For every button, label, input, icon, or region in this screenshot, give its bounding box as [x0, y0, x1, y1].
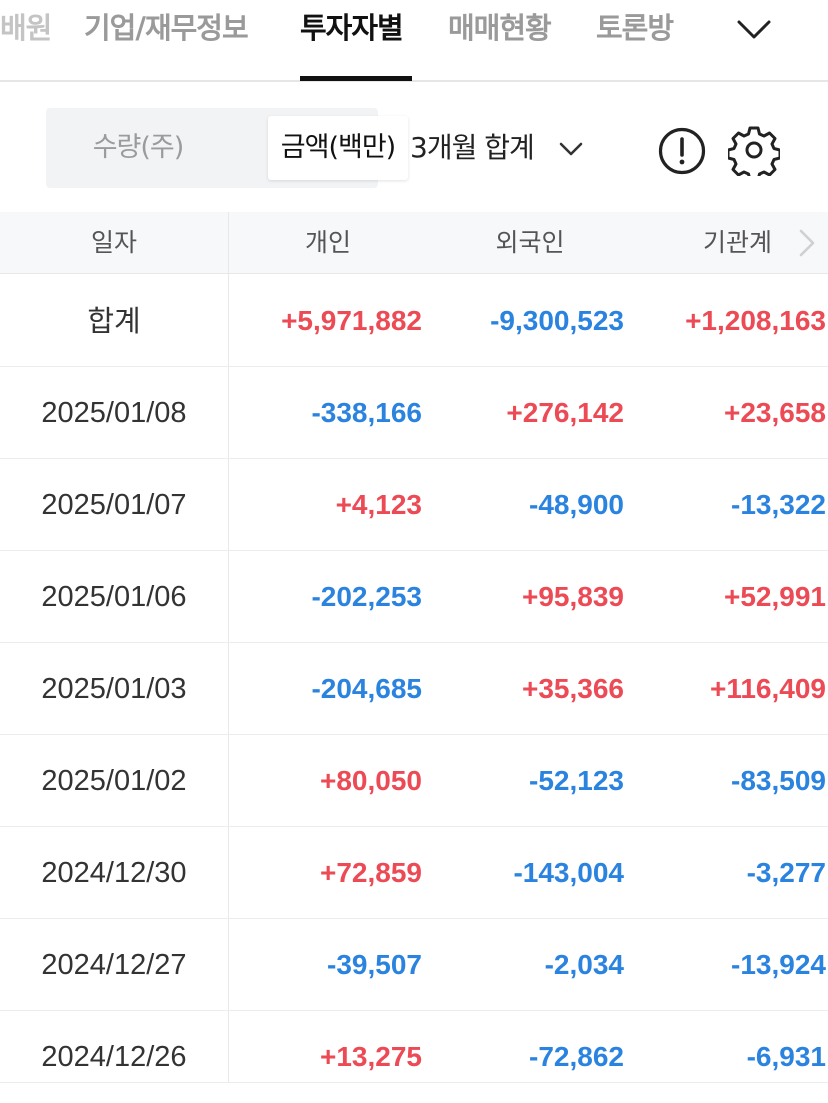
row-date: 2025/01/03 — [41, 673, 187, 705]
row-date: 2024/12/26 — [41, 1041, 187, 1073]
row-individual: +80,050 — [320, 765, 422, 796]
row-foreign: -48,900 — [529, 489, 624, 520]
row-foreign: -52,123 — [529, 765, 624, 796]
tab-item-cut[interactable]: 배원 — [0, 11, 52, 45]
chevron-down-icon[interactable] — [558, 136, 584, 162]
table-row: 2025/01/07 +4,123 -48,900 -13,322 — [0, 459, 828, 551]
row-date: 2025/01/06 — [41, 581, 187, 613]
row-foreign: +35,366 — [522, 673, 624, 704]
row-foreign: -72,862 — [529, 1041, 624, 1072]
chevron-down-icon[interactable] — [733, 8, 775, 50]
row-foreign: +95,839 — [522, 581, 624, 612]
chevron-right-icon[interactable] — [796, 228, 818, 258]
table-row: 2025/01/03 -204,685 +35,366 +116,409 — [0, 643, 828, 735]
row-individual: -39,507 — [327, 949, 422, 980]
row-institution: -83,509 — [731, 765, 826, 796]
row-institution: -3,277 — [746, 857, 826, 888]
active-tab-indicator — [300, 76, 412, 81]
table-row-total: 합계 +5,971,882 -9,300,523 +1,208,163 — [0, 275, 828, 367]
total-label: 합계 — [87, 304, 141, 338]
unit-segmented-control: 수량(주) 금액(백만) — [46, 108, 408, 188]
unit-quantity-option[interactable]: 수량(주) — [92, 132, 185, 163]
column-divider — [228, 212, 229, 1083]
row-foreign: +276,142 — [506, 397, 624, 428]
row-individual: +13,275 — [320, 1041, 422, 1072]
column-header-individual: 개인 — [304, 228, 351, 257]
gear-icon[interactable] — [728, 124, 780, 176]
tab-by-investor[interactable]: 투자자별 — [300, 11, 404, 45]
tab-discussion[interactable]: 토론방 — [596, 11, 674, 45]
row-institution: +116,409 — [709, 673, 826, 704]
table-row: 2024/12/30 +72,859 -143,004 -3,277 — [0, 827, 828, 919]
table-header: 일자 개인 외국인 기관계 — [0, 212, 828, 274]
row-individual: -338,166 — [311, 397, 422, 428]
row-date: 2025/01/08 — [41, 397, 187, 429]
table-row: 2025/01/06 -202,253 +95,839 +52,991 — [0, 551, 828, 643]
row-institution: -13,924 — [731, 949, 826, 980]
period-selector[interactable]: 3개월 합계 — [410, 131, 535, 164]
section-tab-bar: 배원 기업/재무정보 투자자별 매매현황 토론방 — [0, 0, 828, 82]
column-header-institution: 기관계 — [702, 228, 772, 257]
row-institution: +52,991 — [724, 581, 826, 612]
row-institution: -13,322 — [731, 489, 826, 520]
total-foreign: -9,300,523 — [490, 305, 624, 336]
row-individual: -202,253 — [311, 581, 422, 612]
table-row: 2024/12/27 -39,507 -2,034 -13,924 — [0, 919, 828, 1011]
row-foreign: -143,004 — [513, 857, 624, 888]
total-institution: +1,208,163 — [685, 305, 826, 336]
column-header-date: 일자 — [90, 228, 137, 257]
unit-amount-option[interactable]: 금액(백만) — [268, 116, 408, 180]
exclamation-circle-icon[interactable] — [657, 126, 707, 176]
row-individual: +4,123 — [335, 489, 422, 520]
row-date: 2025/01/02 — [41, 765, 187, 797]
row-institution: -6,931 — [746, 1041, 826, 1072]
table-row: 2025/01/02 +80,050 -52,123 -83,509 — [0, 735, 828, 827]
row-individual: +72,859 — [320, 857, 422, 888]
row-date: 2024/12/27 — [41, 949, 187, 981]
row-date: 2024/12/30 — [41, 857, 187, 889]
row-individual: -204,685 — [311, 673, 422, 704]
table-row: 2024/12/26 +13,275 -72,862 -6,931 — [0, 1011, 828, 1083]
tab-company-financials[interactable]: 기업/재무정보 — [84, 11, 249, 45]
tab-trading-status[interactable]: 매매현황 — [448, 11, 552, 45]
row-date: 2025/01/07 — [41, 489, 187, 521]
total-individual: +5,971,882 — [281, 305, 422, 336]
table-row: 2025/01/08 -338,166 +276,142 +23,658 — [0, 367, 828, 459]
column-header-foreign: 외국인 — [495, 228, 565, 257]
row-institution: +23,658 — [724, 397, 826, 428]
row-foreign: -2,034 — [544, 949, 624, 980]
